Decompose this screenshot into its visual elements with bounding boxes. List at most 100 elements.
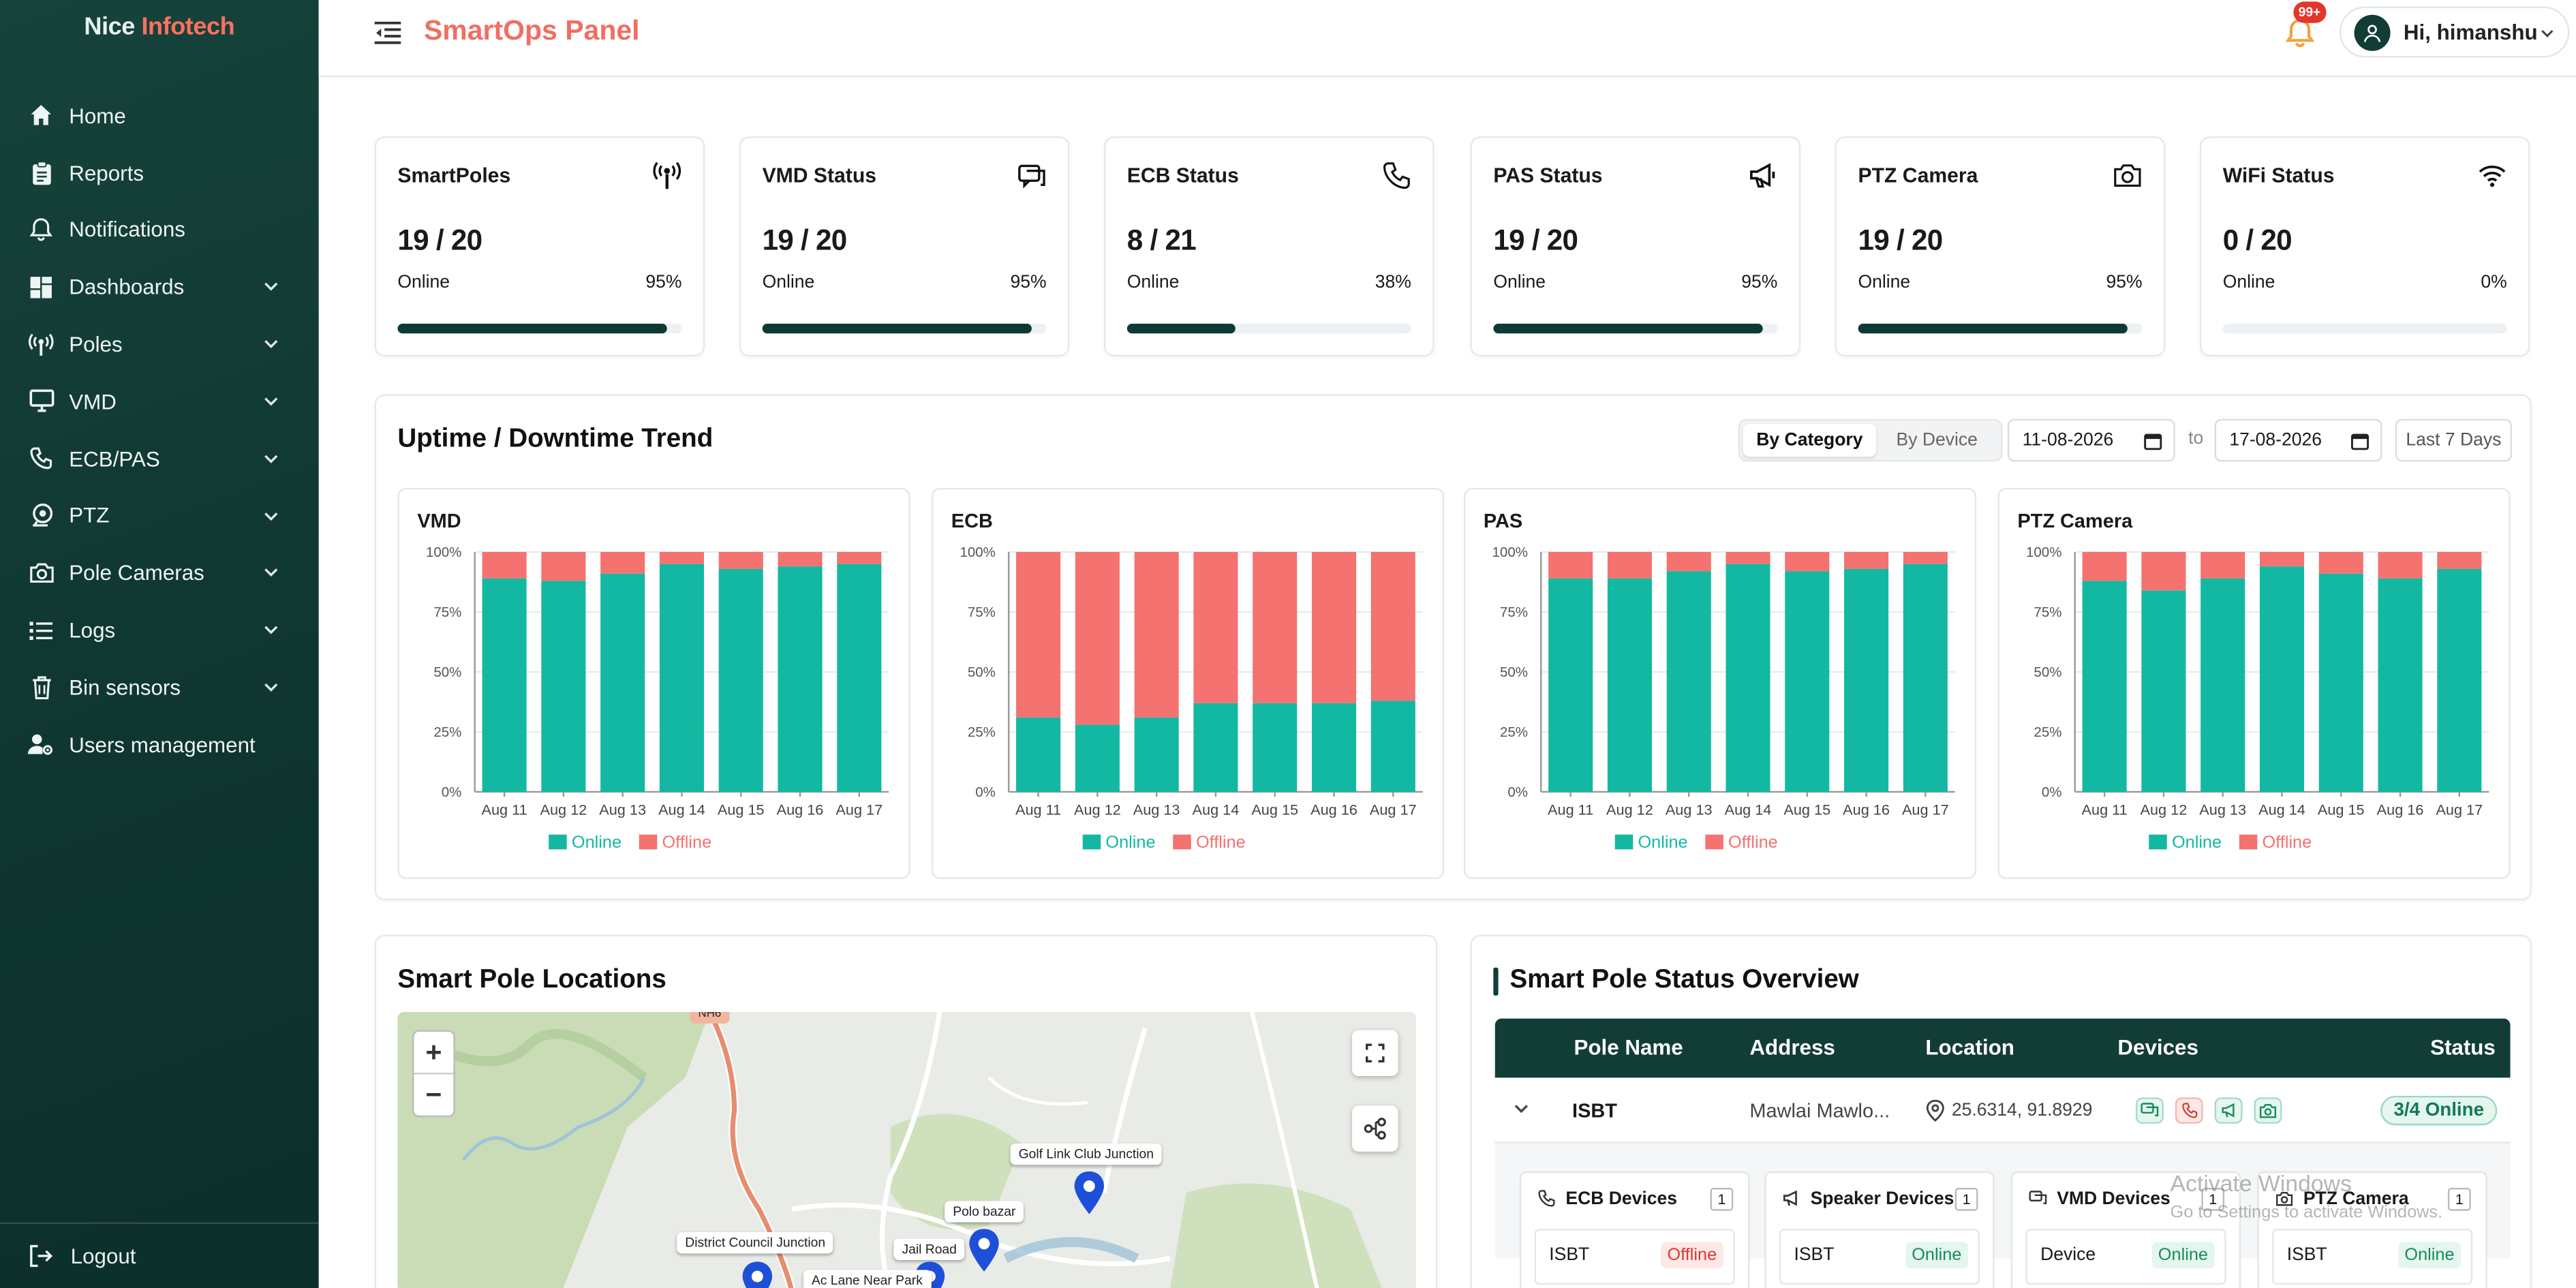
calendar-icon[interactable]	[2350, 432, 2370, 450]
stat-card-vmd[interactable]: VMD Status 19 / 20 Online 95%	[739, 136, 1070, 357]
sidebar-item-dashboards[interactable]: Dashboards	[0, 258, 319, 316]
zoom-out-button[interactable]: −	[425, 1079, 442, 1111]
bar-offline	[2259, 551, 2305, 567]
menu-collapse-icon[interactable]	[373, 18, 402, 48]
sidebar-item-pole-cameras[interactable]: Pole Cameras	[0, 545, 319, 602]
map-pin-icon[interactable]	[968, 1229, 1000, 1272]
chart-svg: 0% 25% 50% 75% 100% Aug 11 Aug 12 Aug 13 Aug 14 A…	[2026, 545, 2489, 852]
sidebar-item-notifications[interactable]: Notifications	[0, 202, 319, 259]
status-overview-panel: Smart Pole Status Overview Pole Name Add…	[1470, 934, 2532, 1288]
sidebar-item-reports[interactable]: Reports	[0, 144, 319, 202]
user-menu[interactable]: Hi, himanshu	[2339, 6, 2570, 58]
toggle-by-device[interactable]: By Device	[1896, 430, 1978, 450]
x-tick-label: Aug 12	[1606, 801, 1653, 818]
sidebar-item-ptz[interactable]: PTZ	[0, 487, 319, 545]
toggle-by-category[interactable]: By Category	[1743, 423, 1877, 457]
sidebar-item-bin-sensors[interactable]: Bin sensors	[0, 659, 319, 716]
stat-card-ecb[interactable]: ECB Status 8 / 21 Online 38%	[1103, 136, 1435, 357]
bar-online	[1370, 701, 1415, 792]
dashboard-icon	[28, 274, 55, 301]
map-share-button[interactable]	[1352, 1105, 1398, 1152]
bar-offline	[1134, 551, 1179, 718]
device-vmd-chip[interactable]	[2135, 1097, 2164, 1124]
x-tick-label: Aug 12	[2141, 801, 2188, 818]
sidebar-item-label: VMD	[69, 389, 117, 414]
sidebar-item-ecb-pas[interactable]: ECB/PAS	[0, 430, 319, 487]
chevron-down-icon[interactable]	[1513, 1101, 1529, 1117]
bin-icon	[28, 674, 55, 701]
bar-offline	[1607, 551, 1652, 579]
bar-online	[2201, 578, 2245, 792]
stat-card-pas[interactable]: PAS Status 19 / 20 Online 95%	[1470, 136, 1801, 357]
legend-label-online: Online	[572, 833, 622, 852]
bar-offline	[1311, 551, 1357, 703]
section-accent-bar	[1493, 967, 1499, 996]
x-tick-label: Aug 15	[1783, 801, 1830, 818]
device-pas-chip[interactable]	[2214, 1097, 2243, 1124]
sidebar-item-home[interactable]: Home	[0, 87, 319, 144]
x-tick-label: Aug 17	[1902, 801, 1949, 818]
stat-value: 19 / 20	[1493, 223, 1578, 257]
fullscreen-icon	[1366, 1043, 1385, 1063]
date-from-input[interactable]: 11-08-2026	[2007, 418, 2175, 462]
map-road-label: NH6	[690, 1011, 730, 1024]
stat-progress-bar	[1858, 323, 2143, 334]
device-row[interactable]: ISBT Online	[2272, 1229, 2473, 1285]
y-tick-label: 100%	[2026, 545, 2061, 560]
sidebar-item-vmd[interactable]: VMD	[0, 373, 319, 430]
camera-icon	[2259, 1103, 2277, 1118]
stat-card-smartpoles[interactable]: SmartPoles 19 / 20 Online 95%	[374, 136, 705, 357]
device-count: 1	[2447, 1187, 2471, 1211]
stat-card-ptz-camera[interactable]: PTZ Camera 19 / 20 Online 95%	[1835, 136, 2166, 357]
device-row[interactable]: ISBT Offline	[1534, 1229, 1735, 1285]
bell-icon	[28, 217, 55, 243]
sidebar-item-users-management[interactable]: Users management	[0, 716, 319, 773]
notification-badge: 99+	[2293, 1, 2326, 23]
stat-online-label: Online	[1858, 273, 1911, 293]
stat-value: 19 / 20	[762, 223, 848, 257]
map-pin-icon[interactable]	[1073, 1171, 1105, 1214]
stat-progress-fill	[1858, 323, 2128, 334]
stat-percent: 95%	[645, 273, 682, 293]
column-header: Address	[1749, 1034, 1835, 1060]
bar-online	[1666, 571, 1711, 792]
bar-offline	[718, 551, 763, 569]
page-title: SmartOps Panel	[423, 14, 640, 46]
bar-offline	[2318, 551, 2363, 574]
phone-icon	[1537, 1189, 1557, 1209]
zoom-in-button[interactable]: +	[414, 1032, 454, 1075]
brand-name-part1: Nice	[84, 13, 135, 42]
y-tick-label: 75%	[433, 604, 461, 620]
y-tick-label: 25%	[2034, 724, 2061, 740]
device-ecb-chip[interactable]	[2175, 1097, 2203, 1124]
stat-progress-fill	[1493, 323, 1764, 334]
sidebar-item-logs[interactable]: Logs	[0, 602, 319, 659]
stat-value: 19 / 20	[1858, 223, 1944, 257]
table-row[interactable]: ISBT Mawlai Mawlo... 25.6314, 91.8929 3/…	[1494, 1077, 2511, 1144]
date-range-separator: to	[2188, 429, 2204, 449]
megaphone-icon	[1783, 1189, 1803, 1209]
chart-vmd: VMD 0% 25% 50% 75% 100% Aug 11 Aug 12 Aug 13 Aug …	[397, 487, 910, 879]
device-row[interactable]: ISBT Online	[1779, 1229, 1980, 1285]
date-to-input[interactable]: 17-08-2026	[2214, 418, 2382, 462]
device-row[interactable]: Device Online	[2025, 1229, 2226, 1285]
users-gear-icon	[27, 731, 55, 758]
chevron-down-icon	[264, 569, 278, 578]
device-camera-chip[interactable]	[2254, 1097, 2282, 1124]
logout-button[interactable]: Logout	[0, 1222, 319, 1288]
bar-online	[1134, 717, 1179, 792]
bar-online	[1016, 717, 1061, 792]
calendar-icon[interactable]	[2144, 432, 2162, 450]
map-view[interactable]: NH6 + − Golf Link Club Junction Polo baza…	[397, 1011, 1417, 1288]
stat-percent: 95%	[1741, 273, 1778, 293]
bar-offline	[482, 551, 527, 579]
sidebar-item-poles[interactable]: Poles	[0, 316, 319, 373]
x-tick-label: Aug 14	[658, 801, 705, 818]
y-tick-label: 50%	[968, 664, 996, 680]
last-7-days-button[interactable]: Last 7 Days	[2395, 418, 2512, 462]
stat-card-wifi[interactable]: WiFi Status 0 / 20 Online 0%	[2199, 136, 2530, 357]
bar-offline	[837, 551, 882, 564]
fullscreen-button[interactable]	[1352, 1030, 1398, 1077]
map-pin-icon[interactable]	[741, 1261, 773, 1288]
legend-swatch-offline	[2239, 834, 2258, 850]
